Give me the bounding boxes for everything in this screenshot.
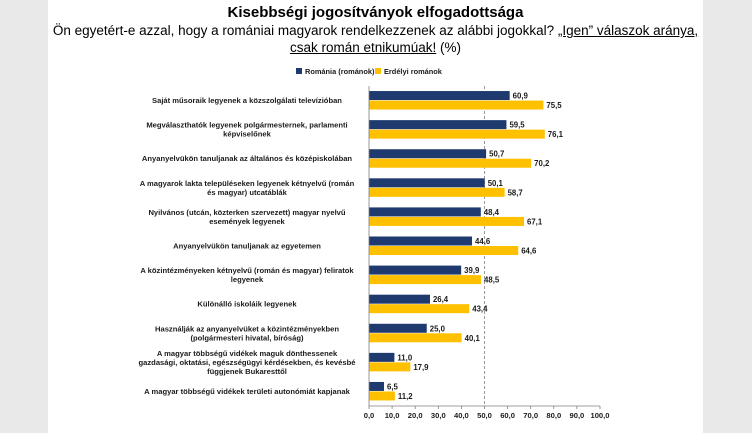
x-tick-label-8: 80,0 xyxy=(546,411,561,420)
x-tick-label-1: 10,0 xyxy=(385,411,400,420)
value-label-romania-3: 50,1 xyxy=(488,179,504,188)
bar-romania-2 xyxy=(369,149,487,159)
category-label-1-line-0: Megválaszthatók legyenek polgármesternek… xyxy=(146,121,347,130)
x-tick-label-2: 20,0 xyxy=(408,411,423,420)
value-label-erdely-8: 40,1 xyxy=(465,334,481,343)
value-label-erdely-3: 58,7 xyxy=(508,188,523,197)
value-label-erdely-4: 67,1 xyxy=(527,217,543,226)
bar-romania-9 xyxy=(369,352,395,362)
value-label-erdely-6: 48,5 xyxy=(484,276,500,285)
value-label-romania-0: 60,9 xyxy=(513,92,529,101)
value-label-romania-2: 50,7 xyxy=(489,150,504,159)
legend-swatch-1 xyxy=(375,68,381,74)
value-label-romania-4: 48,4 xyxy=(484,208,500,217)
category-label-3-line-1: és magyar) utcatáblák xyxy=(207,188,288,197)
chart-title: Kisebbségi jogosítványok elfogadottsága xyxy=(227,4,524,21)
category-label-2-line-0: Anyanyelvükön tanuljanak az általános és… xyxy=(142,154,353,163)
category-label-9-line-1: gazdasági, oktatási, egészségügyi kérdés… xyxy=(139,358,356,367)
bar-romania-10 xyxy=(369,381,385,391)
bar-romania-1 xyxy=(369,120,507,130)
value-label-erdely-9: 17,9 xyxy=(413,363,429,372)
value-label-erdely-2: 70,2 xyxy=(534,159,550,168)
bar-erdely-0 xyxy=(369,100,544,110)
bar-romania-3 xyxy=(369,178,485,188)
category-label-9-line-0: A magyar többségű vidékek maguk dönthess… xyxy=(157,349,338,358)
x-tick-label-7: 70,0 xyxy=(523,411,538,420)
bar-romania-7 xyxy=(369,294,430,304)
x-tick-label-9: 90,0 xyxy=(570,411,585,420)
value-label-romania-6: 39,9 xyxy=(464,266,480,275)
bar-romania-0 xyxy=(369,91,510,101)
value-label-romania-8: 25,0 xyxy=(430,324,446,333)
value-label-romania-7: 26,4 xyxy=(433,295,449,304)
bar-erdely-10 xyxy=(369,391,395,401)
bar-romania-6 xyxy=(369,265,462,275)
value-label-romania-10: 6,5 xyxy=(387,382,399,391)
category-label-4-line-0: Nyilvános (utcán, közterken szervezett) … xyxy=(148,208,345,217)
category-label-3-line-0: A magyarok lakta településeken legyenek … xyxy=(140,179,355,188)
x-tick-label-10: 100,0 xyxy=(590,411,609,420)
value-label-romania-9: 11,0 xyxy=(397,353,412,362)
bar-erdely-4 xyxy=(369,216,525,226)
category-label-8-line-0: Használják az anyanyelvüket a közintézmé… xyxy=(155,324,339,333)
value-label-erdely-7: 43,4 xyxy=(472,305,488,314)
value-label-erdely-10: 11,2 xyxy=(398,392,413,401)
category-label-8-line-1: (polgármesteri hivatal, bíróság) xyxy=(190,333,304,342)
x-tick-label-0: 0,0 xyxy=(364,411,375,420)
category-label-0-line-0: Saját műsoraik legyenek a közszolgálati … xyxy=(152,96,342,105)
chart-subtitle: Ön egyetért-e azzal, hogy a romániai mag… xyxy=(48,22,703,56)
x-tick-label-5: 50,0 xyxy=(477,411,492,420)
category-label-6-line-1: legyenek xyxy=(231,275,264,284)
legend-label-1: Erdélyi románok xyxy=(384,67,443,76)
legend-swatch-0 xyxy=(296,68,302,74)
bar-erdely-3 xyxy=(369,187,505,197)
subtitle-unit: (%) xyxy=(440,40,462,55)
bar-erdely-8 xyxy=(369,333,462,343)
legend-label-0: Románia (románok) xyxy=(305,67,375,76)
x-tick-label-6: 60,0 xyxy=(500,411,515,420)
bar-erdely-5 xyxy=(369,246,519,255)
category-label-5-line-0: Anyanyelvükön tanuljanak az egyetemen xyxy=(173,242,321,251)
value-label-romania-1: 59,5 xyxy=(509,121,525,130)
category-label-9-line-2: függjenek Bukaresttől xyxy=(207,367,287,376)
subtitle-highlight: „Igen” válaszok aránya, csak román etnik… xyxy=(289,23,699,55)
bar-erdely-6 xyxy=(369,275,482,285)
bar-erdely-2 xyxy=(369,158,532,168)
category-label-7-line-0: Különálló iskoláik legyenek xyxy=(197,300,297,309)
x-tick-label-3: 30,0 xyxy=(431,411,446,420)
bar-romania-8 xyxy=(369,323,427,333)
x-tick-label-4: 40,0 xyxy=(454,411,469,420)
category-label-4-line-1: események legyenek xyxy=(209,217,285,226)
category-label-1-line-1: képviselőnek xyxy=(223,130,271,139)
value-label-erdely-5: 64,6 xyxy=(521,247,537,256)
value-label-erdely-0: 75,5 xyxy=(546,101,562,110)
category-label-10-line-0: A magyar többségű vidékek területi auton… xyxy=(144,387,350,396)
bar-erdely-7 xyxy=(369,304,470,314)
bar-romania-4 xyxy=(369,207,481,217)
bar-erdely-1 xyxy=(369,129,545,139)
bar-erdely-9 xyxy=(369,362,411,372)
category-label-6-line-0: A közintézményeken kétnyelvű (román és m… xyxy=(140,266,354,275)
value-label-romania-5: 44,6 xyxy=(475,237,491,246)
subtitle-question: Ön egyetért-e azzal, hogy a romániai mag… xyxy=(52,23,555,38)
value-label-erdely-1: 76,1 xyxy=(548,130,564,139)
bar-romania-5 xyxy=(369,236,473,246)
